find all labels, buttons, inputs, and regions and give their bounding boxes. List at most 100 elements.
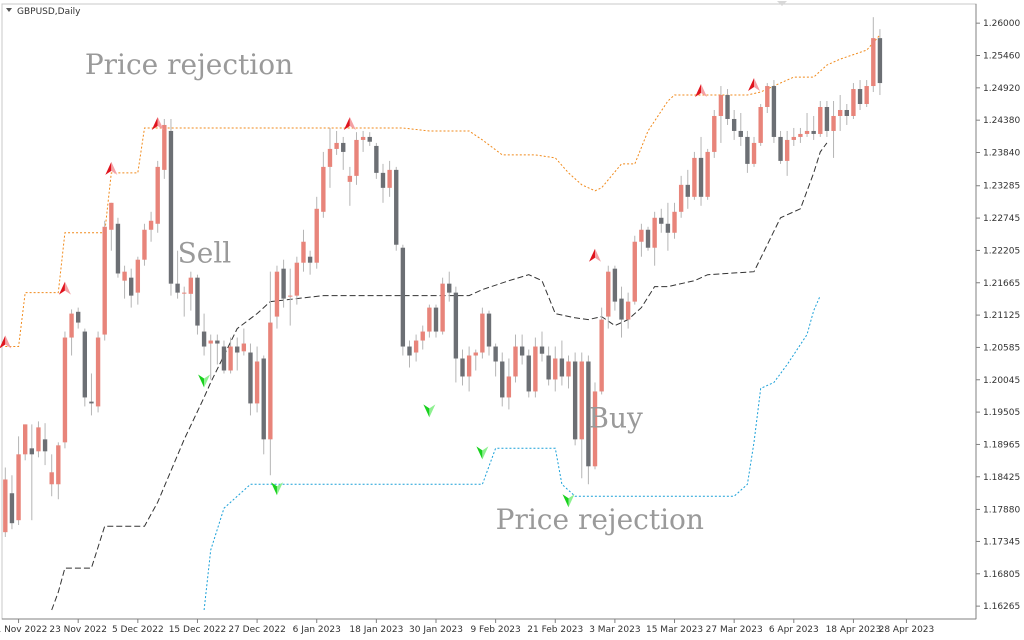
x-tick-label: 9 Feb 2023 bbox=[470, 625, 520, 635]
bull-candle-body bbox=[831, 115, 836, 131]
candle bbox=[314, 196, 319, 269]
candle bbox=[553, 346, 558, 392]
bear-candle-body bbox=[374, 145, 379, 173]
candle bbox=[639, 223, 644, 257]
chart-title-text: GBPUSD,Daily bbox=[17, 7, 81, 17]
collapse-triangle-icon[interactable] bbox=[6, 8, 12, 12]
annotation-label: Price rejection bbox=[85, 48, 293, 81]
candle bbox=[632, 235, 637, 305]
bear-candle-body bbox=[201, 331, 207, 347]
candle bbox=[235, 337, 240, 371]
bear-candle-body bbox=[195, 277, 200, 326]
y-tick-label: 1.25460 bbox=[983, 51, 1020, 61]
candle bbox=[778, 130, 783, 164]
candle bbox=[513, 334, 518, 383]
candle bbox=[142, 223, 147, 266]
candle bbox=[539, 331, 545, 362]
candle bbox=[387, 160, 392, 197]
bear-candle-body bbox=[811, 130, 816, 134]
bear-candle-body bbox=[771, 86, 777, 137]
bear-candle-body bbox=[612, 268, 618, 302]
bear-candle-body bbox=[493, 346, 498, 362]
buy-arrow-icon bbox=[476, 446, 489, 460]
candle bbox=[824, 101, 830, 137]
annotation-label: Price rejection bbox=[496, 503, 704, 536]
y-tick-label: 1.21125 bbox=[983, 311, 1020, 321]
bear-candle-body bbox=[725, 95, 730, 119]
candle bbox=[380, 163, 386, 203]
bull-candle-body bbox=[751, 142, 757, 164]
bull-candle-body bbox=[254, 361, 260, 404]
bull-candle-body bbox=[327, 148, 333, 167]
candle bbox=[23, 424, 28, 461]
candle bbox=[818, 101, 823, 137]
candle bbox=[745, 130, 750, 173]
candle bbox=[877, 29, 883, 96]
bull-candle-body bbox=[321, 166, 326, 212]
candle bbox=[473, 349, 478, 371]
candle bbox=[533, 337, 538, 398]
candle bbox=[29, 424, 35, 521]
x-tick-label: 6 Apr 2023 bbox=[769, 625, 819, 635]
candle bbox=[188, 271, 194, 311]
candles bbox=[3, 17, 883, 537]
x-tick-label: 18 Apr 2023 bbox=[826, 625, 882, 635]
bear-candle-body bbox=[380, 172, 386, 188]
candle bbox=[659, 208, 664, 233]
candle bbox=[526, 349, 531, 398]
candle bbox=[374, 142, 379, 179]
candle bbox=[82, 328, 88, 407]
candle bbox=[725, 89, 730, 125]
candle bbox=[738, 112, 743, 146]
bull-candle-body bbox=[182, 292, 187, 294]
scroll-marker-icon[interactable] bbox=[777, 1, 787, 6]
candle bbox=[712, 109, 717, 158]
bull-candle-body bbox=[837, 109, 843, 116]
annotation-label: Buy bbox=[588, 401, 643, 434]
bull-candle-body bbox=[427, 307, 432, 332]
bull-candle-body bbox=[718, 95, 724, 116]
sell-arrow-icon bbox=[695, 84, 708, 98]
bull-candle-body bbox=[135, 259, 141, 293]
bull-candle-body bbox=[16, 454, 21, 521]
bull-candle-body bbox=[533, 346, 538, 392]
bull-candle-body bbox=[851, 89, 856, 116]
bull-candle-body bbox=[208, 340, 213, 344]
bear-candle-body bbox=[665, 223, 671, 233]
bear-candle-body bbox=[447, 283, 452, 293]
bear-candle-body bbox=[539, 346, 545, 354]
x-tick-label: 5 Dec 2022 bbox=[112, 625, 164, 635]
sell-arrow-icon bbox=[105, 161, 118, 175]
bull-candle-body bbox=[712, 115, 717, 152]
x-tick-label: 27 Dec 2022 bbox=[228, 625, 286, 635]
sell-arrow-icon bbox=[748, 78, 761, 92]
bull-candle-body bbox=[672, 211, 677, 233]
bull-candle-body bbox=[513, 346, 518, 377]
bear-candle-body bbox=[115, 223, 121, 274]
bull-candle-body bbox=[347, 175, 353, 182]
bull-candle-body bbox=[758, 106, 763, 143]
candle bbox=[3, 467, 8, 537]
candle bbox=[599, 307, 604, 395]
candle bbox=[844, 104, 849, 125]
annotation-label: Sell bbox=[178, 237, 232, 270]
bull-candle-body bbox=[148, 220, 154, 230]
bear-candle-body bbox=[168, 130, 174, 284]
bull-candle-body bbox=[387, 169, 392, 188]
bull-candle-body bbox=[360, 136, 366, 140]
bear-candle-body bbox=[341, 142, 346, 152]
candle bbox=[9, 475, 15, 530]
candle bbox=[672, 202, 677, 239]
candle bbox=[480, 307, 485, 359]
bull-candle-body bbox=[122, 271, 127, 281]
y-tick-label: 1.24380 bbox=[983, 116, 1020, 126]
bear-candle-body bbox=[526, 355, 531, 392]
candle bbox=[566, 355, 571, 389]
bear-candle-body bbox=[221, 346, 227, 371]
bull-candle-body bbox=[599, 319, 604, 392]
bear-candle-body bbox=[235, 346, 240, 353]
x-tick-label: 3 Mar 2023 bbox=[589, 625, 640, 635]
y-tick-label: 1.21665 bbox=[983, 279, 1020, 289]
